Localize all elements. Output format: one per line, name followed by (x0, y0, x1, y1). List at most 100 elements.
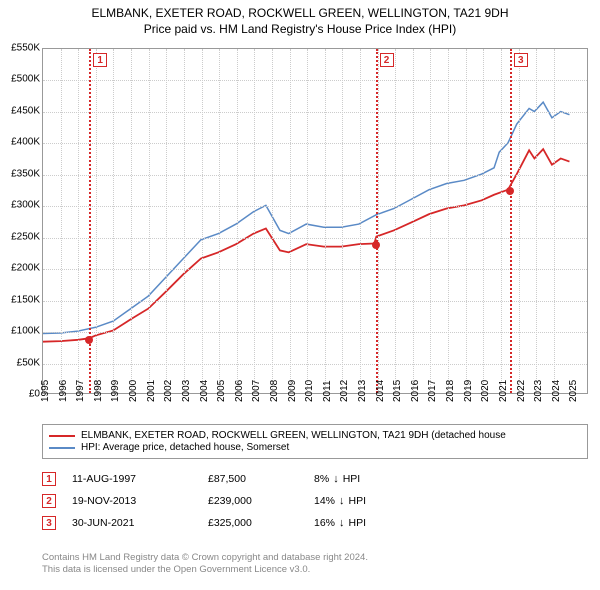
x-axis-label: 2002 (163, 380, 174, 402)
transactions-table: 1 11-AUG-1997 £87,500 8% ↓ HPI 2 19-NOV-2013 £23… (42, 468, 588, 534)
y-axis-label: £0 (0, 389, 40, 400)
legend-box: ELMBANK, EXETER ROAD, ROCKWELL GREEN, WE… (42, 424, 588, 459)
gridline-v (430, 49, 431, 393)
arrow-down-icon: ↓ (333, 473, 339, 485)
transaction-diff: 16% ↓ HPI (314, 517, 434, 529)
gridline-v (96, 49, 97, 393)
y-axis-label: £50K (0, 357, 40, 368)
x-axis-label: 2000 (128, 380, 139, 402)
transaction-date: 19-NOV-2013 (72, 495, 192, 507)
marker-badge: 1 (93, 53, 107, 67)
y-axis-label: £150K (0, 294, 40, 305)
diff-pct: 16% (314, 517, 335, 529)
gridline-v (483, 49, 484, 393)
y-axis-label: £450K (0, 105, 40, 116)
diff-label: HPI (349, 495, 367, 507)
gridline-v (448, 49, 449, 393)
transaction-badge: 3 (42, 516, 56, 530)
gridline-v (307, 49, 308, 393)
marker-point (506, 187, 514, 195)
x-axis-label: 2019 (463, 380, 474, 402)
marker-vline (510, 49, 512, 393)
gridline-v (378, 49, 379, 393)
x-axis-label: 1996 (58, 380, 69, 402)
y-axis-label: £350K (0, 168, 40, 179)
marker-badge: 2 (380, 53, 394, 67)
transaction-price: £87,500 (208, 473, 298, 485)
x-axis-label: 2018 (445, 380, 456, 402)
y-axis-label: £400K (0, 137, 40, 148)
diff-pct: 8% (314, 473, 329, 485)
x-axis-label: 2011 (322, 380, 333, 402)
transaction-badge: 2 (42, 494, 56, 508)
gridline-v (131, 49, 132, 393)
gridline-v (325, 49, 326, 393)
x-axis-label: 2021 (498, 380, 509, 402)
transaction-badge: 1 (42, 472, 56, 486)
arrow-down-icon: ↓ (339, 517, 345, 529)
y-axis-label: £500K (0, 74, 40, 85)
x-axis-label: 2006 (234, 380, 245, 402)
gridline-v (554, 49, 555, 393)
diff-pct: 14% (314, 495, 335, 507)
x-axis-label: 2007 (251, 380, 262, 402)
gridline-h (43, 301, 587, 302)
legend-label: HPI: Average price, detached house, Some… (81, 442, 289, 453)
marker-vline (376, 49, 378, 393)
transaction-row: 1 11-AUG-1997 £87,500 8% ↓ HPI (42, 468, 588, 490)
gridline-v (184, 49, 185, 393)
x-axis-label: 2014 (375, 380, 386, 402)
gridline-v (466, 49, 467, 393)
gridline-v (272, 49, 273, 393)
x-axis-label: 1997 (75, 380, 86, 402)
gridline-v (149, 49, 150, 393)
marker-point (85, 336, 93, 344)
gridline-h (43, 332, 587, 333)
gridline-h (43, 112, 587, 113)
legend-swatch (49, 447, 75, 449)
legend-swatch (49, 435, 75, 437)
transaction-diff: 14% ↓ HPI (314, 495, 434, 507)
footer-attribution: Contains HM Land Registry data © Crown c… (42, 552, 588, 577)
gridline-h (43, 143, 587, 144)
x-axis-label: 2024 (551, 380, 562, 402)
gridline-v (219, 49, 220, 393)
y-axis-label: £300K (0, 200, 40, 211)
x-axis-label: 2025 (568, 380, 579, 402)
x-axis-label: 2008 (269, 380, 280, 402)
gridline-h (43, 269, 587, 270)
x-axis-label: 2010 (304, 380, 315, 402)
x-axis-label: 2022 (516, 380, 527, 402)
transaction-price: £325,000 (208, 517, 298, 529)
x-axis-label: 2017 (427, 380, 438, 402)
x-axis-label: 2004 (199, 380, 210, 402)
chart-plot-area: 123 (42, 48, 588, 394)
legend-row: ELMBANK, EXETER ROAD, ROCKWELL GREEN, WE… (49, 430, 581, 441)
transaction-row: 2 19-NOV-2013 £239,000 14% ↓ HPI (42, 490, 588, 512)
diff-label: HPI (343, 473, 361, 485)
x-axis-label: 2020 (480, 380, 491, 402)
x-axis-label: 2003 (181, 380, 192, 402)
transaction-price: £239,000 (208, 495, 298, 507)
chart-lines-svg (43, 49, 587, 393)
title-block: ELMBANK, EXETER ROAD, ROCKWELL GREEN, WE… (0, 0, 600, 38)
chart-container: { "title_line1": "ELMBANK, EXETER ROAD, … (0, 0, 600, 590)
gridline-v (395, 49, 396, 393)
gridline-v (113, 49, 114, 393)
gridline-v (360, 49, 361, 393)
gridline-v (254, 49, 255, 393)
footer-line2: This data is licensed under the Open Gov… (42, 564, 588, 576)
y-axis-label: £250K (0, 231, 40, 242)
transaction-date: 11-AUG-1997 (72, 473, 192, 485)
gridline-v (202, 49, 203, 393)
gridline-v (413, 49, 414, 393)
x-axis-label: 1998 (93, 380, 104, 402)
gridline-h (43, 175, 587, 176)
x-axis-label: 1999 (110, 380, 121, 402)
x-axis-label: 2015 (392, 380, 403, 402)
gridline-v (290, 49, 291, 393)
gridline-v (501, 49, 502, 393)
arrow-down-icon: ↓ (339, 495, 345, 507)
transaction-date: 30-JUN-2021 (72, 517, 192, 529)
diff-label: HPI (349, 517, 367, 529)
